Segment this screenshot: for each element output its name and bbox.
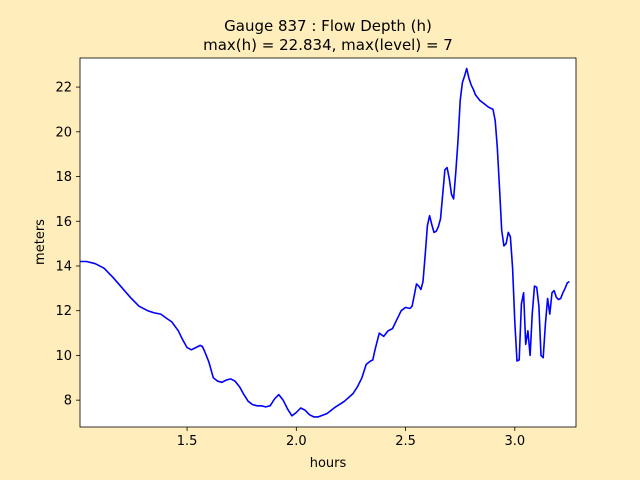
- x-tick-label: 1.5: [177, 434, 198, 449]
- x-axis-ticks: 1.5 2.0 2.5 3.0: [177, 427, 525, 449]
- x-tick-label: 2.5: [395, 434, 416, 449]
- y-tick-label: 20: [55, 125, 72, 140]
- x-tick-label: 3.0: [504, 434, 525, 449]
- y-tick-label: 12: [55, 304, 72, 319]
- y-tick-label: 16: [55, 215, 72, 230]
- y-tick-label: 10: [55, 349, 72, 364]
- y-tick-label: 8: [64, 394, 72, 409]
- plot-frame: [79, 57, 577, 428]
- x-tick-label: 2.0: [286, 434, 307, 449]
- flow-depth-line: [80, 67, 570, 418]
- y-axis-label: meters: [33, 219, 48, 265]
- y-axis-ticks: 8 10 12 14 16 18 20 22: [55, 81, 80, 409]
- y-tick-label: 14: [55, 259, 72, 274]
- chart-title-line1: Gauge 837 : Flow Depth (h): [224, 17, 432, 35]
- chart-title-line2: max(h) = 22.834, max(level) = 7: [203, 36, 453, 54]
- x-axis-label: hours: [310, 456, 347, 471]
- y-tick-label: 22: [55, 81, 72, 96]
- plot-area: [80, 58, 576, 427]
- y-tick-label: 18: [55, 170, 72, 185]
